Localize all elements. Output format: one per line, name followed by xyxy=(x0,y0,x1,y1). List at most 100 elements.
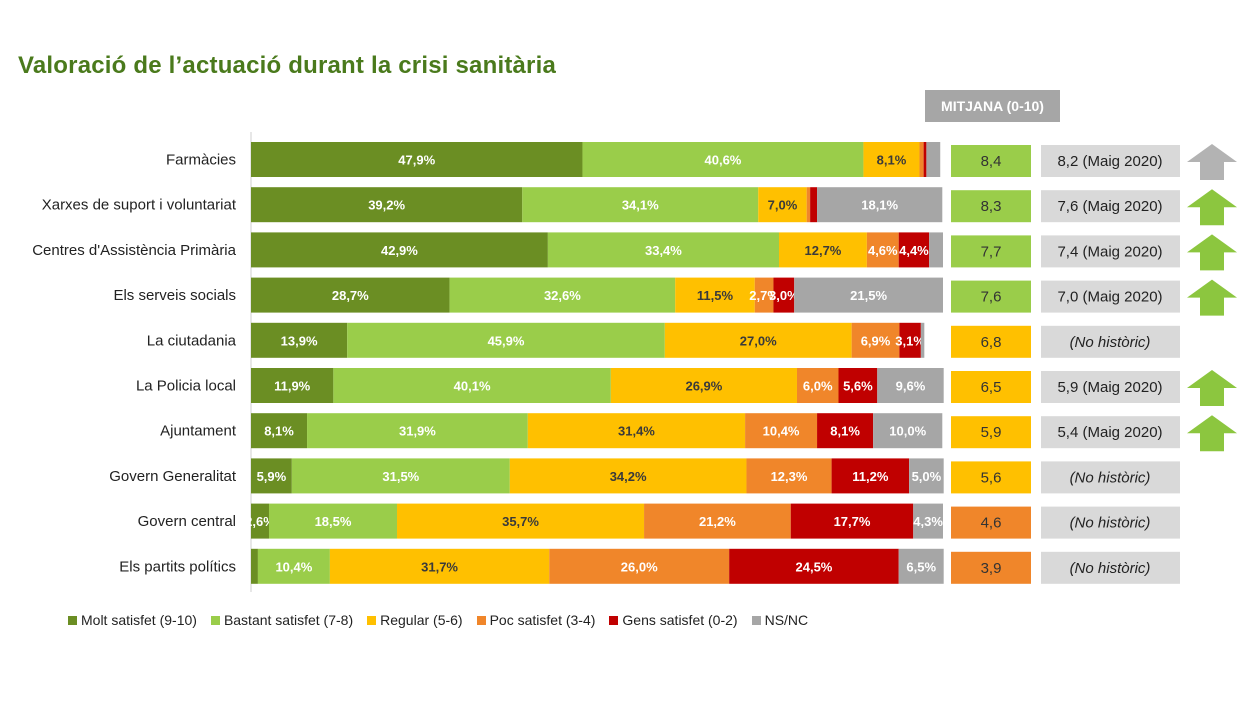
legend-item: Molt satisfet (9-10) xyxy=(68,612,197,628)
legend-item: NS/NC xyxy=(751,612,809,628)
legend-swatch xyxy=(476,615,486,625)
history-box xyxy=(1041,461,1180,494)
bar-segment xyxy=(898,548,944,584)
data-label: 24,5% xyxy=(796,559,833,574)
data-label: 42,9% xyxy=(381,243,418,258)
data-label: 8,1% xyxy=(830,424,860,439)
data-label: 18,5% xyxy=(315,514,352,529)
data-label: 5,0% xyxy=(912,469,942,484)
data-label: 9,6% xyxy=(896,379,926,394)
category-label: Centres d'Assistència Primària xyxy=(32,242,236,259)
legend-item: Regular (5-6) xyxy=(367,612,463,628)
mitjana-header: MITJANA (0-10) xyxy=(925,90,1060,122)
data-label: 4,6% xyxy=(868,243,898,258)
legend-item: Poc satisfet (3-4) xyxy=(476,612,596,628)
history-value: (No històric) xyxy=(1070,560,1151,577)
bar-segment xyxy=(291,458,510,494)
data-label: 32,6% xyxy=(544,288,581,303)
legend-label: NS/NC xyxy=(764,612,809,628)
history-box xyxy=(1041,235,1180,268)
data-label: 10,0% xyxy=(889,424,926,439)
data-label: 31,7% xyxy=(421,559,458,574)
history-value: (No històric) xyxy=(1070,515,1151,532)
chart-legend: Molt satisfet (9-10) Bastant satisfet (7-… xyxy=(68,612,808,628)
data-label: 33,4% xyxy=(645,243,682,258)
data-label: 5,6% xyxy=(843,379,873,394)
data-label: 12,3% xyxy=(771,469,808,484)
bar-segment xyxy=(509,458,747,494)
bar-segment xyxy=(675,277,755,313)
up-arrow-icon xyxy=(1187,415,1237,452)
data-label: 21,2% xyxy=(699,514,736,529)
bar-segment xyxy=(898,232,930,268)
mitjana-value: 6,5 xyxy=(981,379,1002,396)
history-value: 7,6 (Maig 2020) xyxy=(1057,198,1162,215)
bar-segment xyxy=(268,503,398,539)
history-box xyxy=(1041,325,1180,358)
mitjana-box xyxy=(951,461,1031,494)
bar-segment xyxy=(610,368,797,403)
history-value: 5,4 (Maig 2020) xyxy=(1057,424,1162,441)
legend-label: Poc satisfet (3-4) xyxy=(489,612,596,628)
bar-segment xyxy=(773,277,795,313)
data-label: 11,9% xyxy=(274,379,311,394)
bar-segment xyxy=(329,548,550,584)
bar-segment xyxy=(582,142,864,177)
bar-segment xyxy=(877,368,944,403)
data-label: 3,0% xyxy=(769,288,799,303)
bar-segment xyxy=(899,322,921,358)
bar-segment xyxy=(913,503,943,539)
bar-segment xyxy=(449,277,676,313)
legend-label: Bastant satisfet (7-8) xyxy=(223,612,354,628)
category-label: Govern central xyxy=(138,513,236,530)
data-label: 31,4% xyxy=(618,424,655,439)
data-label: 10,4% xyxy=(763,424,800,439)
bar-segment xyxy=(866,232,899,268)
data-label: 45,9% xyxy=(488,333,525,348)
bar-segment xyxy=(333,368,611,403)
mitjana-value: 5,6 xyxy=(981,469,1002,486)
bar-segment xyxy=(547,232,779,268)
bar-segment xyxy=(397,503,645,539)
data-label: 12,7% xyxy=(805,243,842,258)
data-label: 6,0% xyxy=(803,379,833,394)
mitjana-box xyxy=(951,416,1031,449)
bar-segment xyxy=(790,503,914,539)
legend-label: Molt satisfet (9-10) xyxy=(81,612,197,628)
history-box xyxy=(1041,506,1180,539)
data-label: 28,7% xyxy=(332,288,369,303)
bar-segment xyxy=(527,413,746,449)
data-label: 17,7% xyxy=(834,514,871,529)
data-label: 39,2% xyxy=(368,198,405,213)
bar-segment xyxy=(923,142,927,177)
bar-segment xyxy=(810,187,818,223)
bar-segment xyxy=(347,322,665,358)
data-label: 4,4% xyxy=(899,243,929,258)
category-label: Govern Generalitat xyxy=(109,468,237,485)
bar-segment xyxy=(251,413,308,449)
bar-segment xyxy=(817,187,943,223)
history-box xyxy=(1041,190,1180,223)
mitjana-box xyxy=(951,190,1031,223)
data-label: 40,6% xyxy=(705,153,742,168)
data-label: 6,9% xyxy=(861,333,891,348)
category-label: La Policia local xyxy=(136,378,236,395)
category-label: La ciutadania xyxy=(147,332,237,349)
mitjana-value: 4,6 xyxy=(981,515,1002,532)
bar-segment xyxy=(794,277,943,313)
data-label: 21,5% xyxy=(850,288,887,303)
data-label: 13,9% xyxy=(281,333,318,348)
bar-segment xyxy=(307,413,528,449)
bar-segment xyxy=(745,413,818,449)
bar-segment xyxy=(251,322,348,358)
category-label: Farmàcies xyxy=(166,152,236,169)
bar-segment xyxy=(257,548,330,584)
mitjana-value: 8,3 xyxy=(981,198,1002,215)
bar-segment xyxy=(729,548,899,584)
bar-segment xyxy=(754,277,774,313)
mitjana-value: 5,9 xyxy=(981,424,1002,441)
bar-segment xyxy=(251,548,258,584)
bar-segment xyxy=(831,458,910,494)
bar-segment xyxy=(522,187,759,223)
